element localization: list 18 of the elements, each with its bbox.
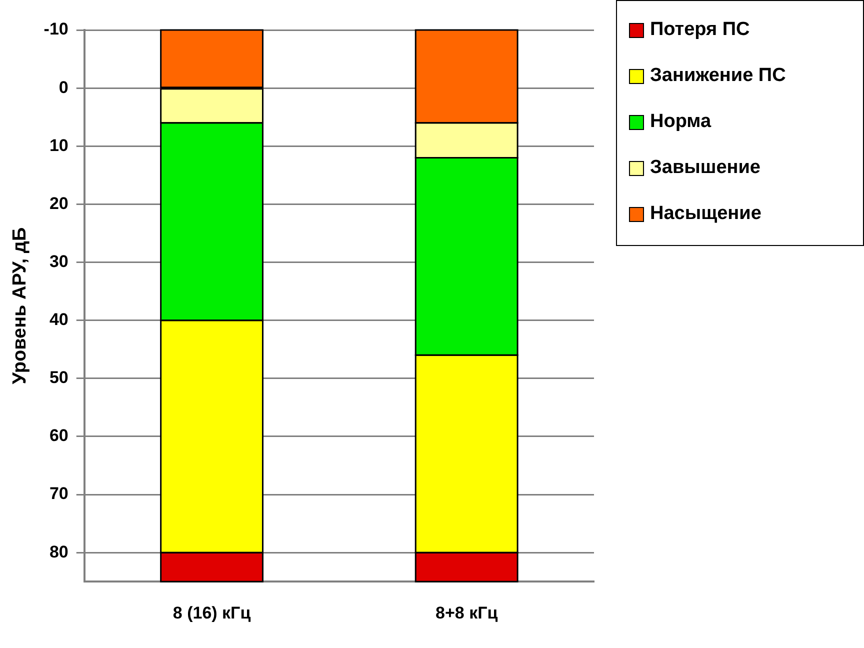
- x-tick-label: 8+8 кГц: [436, 603, 498, 622]
- x-tick-label: 8 (16) кГц: [172, 603, 252, 622]
- legend-label: Потеря ПС: [650, 19, 750, 41]
- legend-label: Завышение: [650, 157, 761, 179]
- y-tick-label: 30: [49, 252, 68, 271]
- legend-label: Насыщение: [650, 203, 762, 225]
- y-tick-label: -10: [44, 20, 68, 39]
- y-tick-label: 70: [49, 484, 68, 504]
- legend-label: Занижение ПС: [650, 65, 786, 87]
- y-tick-label: 0: [58, 78, 68, 97]
- y-tick-label: 20: [49, 194, 68, 213]
- y-tick-label: 60: [49, 426, 68, 446]
- y-tick-label: 40: [49, 310, 68, 330]
- y-tick-label: 80: [49, 542, 68, 562]
- y-tick-label: 50: [49, 368, 68, 388]
- y-axis-title: Уровень АРУ, дБ: [10, 227, 31, 384]
- y-tick-label: 10: [49, 136, 68, 155]
- legend-label: Норма: [650, 111, 712, 133]
